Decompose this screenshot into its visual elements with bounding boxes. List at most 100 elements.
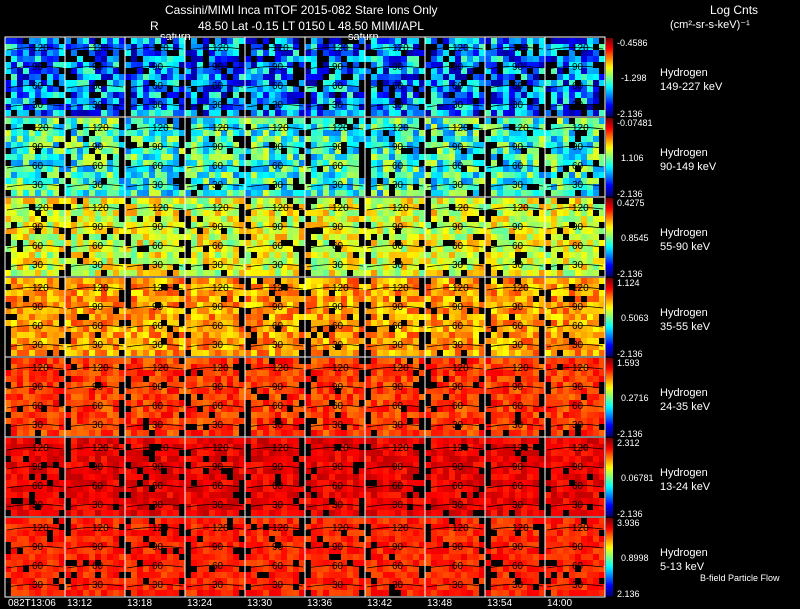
lat-contour bbox=[246, 404, 304, 409]
lat-contour bbox=[246, 366, 304, 371]
lat-contour bbox=[486, 526, 544, 531]
lat-label: 60 bbox=[512, 81, 524, 92]
lat-contour bbox=[546, 145, 604, 150]
lat-label: 30 bbox=[512, 420, 524, 431]
lat-contour bbox=[546, 465, 604, 470]
lat-contour bbox=[306, 583, 364, 588]
lat-contour bbox=[486, 385, 544, 390]
lat-contour bbox=[426, 164, 484, 169]
lat-label: 120 bbox=[332, 43, 349, 54]
lat-contour bbox=[546, 404, 604, 409]
lat-contour bbox=[186, 286, 244, 291]
species-label: Hydrogen bbox=[660, 227, 708, 239]
lat-label: 30 bbox=[272, 420, 284, 431]
lat-label: 90 bbox=[572, 142, 584, 153]
lat-contour bbox=[66, 503, 124, 508]
lat-contour bbox=[66, 263, 124, 268]
lat-contour bbox=[186, 366, 244, 371]
footer-note: B-field Particle Flow bbox=[700, 573, 780, 583]
lat-contour bbox=[246, 465, 304, 470]
lat-label: 90 bbox=[92, 222, 104, 233]
lat-contour bbox=[546, 526, 604, 531]
lat-label: 120 bbox=[92, 203, 109, 214]
lat-contour bbox=[126, 46, 184, 51]
lat-contour bbox=[306, 225, 364, 230]
lat-label: 120 bbox=[212, 123, 229, 134]
lat-contour bbox=[6, 263, 64, 268]
lat-contour bbox=[66, 46, 124, 51]
lat-label: 90 bbox=[392, 62, 404, 73]
lat-label: 120 bbox=[572, 363, 589, 374]
lat-label: 30 bbox=[392, 180, 404, 191]
lat-contour bbox=[546, 385, 604, 390]
lat-label: 90 bbox=[332, 142, 344, 153]
lat-label: 60 bbox=[572, 321, 584, 332]
lat-label: 30 bbox=[32, 260, 44, 271]
lat-label: 30 bbox=[92, 180, 104, 191]
panel-image bbox=[5, 278, 605, 356]
lat-contour bbox=[546, 183, 604, 188]
lat-contour bbox=[366, 484, 424, 489]
panel-1: 120 90 60 30 120 90 60 30 120 90 60 30 120 90 60 30 120 9… bbox=[4, 36, 723, 119]
lat-label: 90 bbox=[32, 142, 44, 153]
lat-contour bbox=[186, 343, 244, 348]
lat-contour bbox=[366, 183, 424, 188]
lat-contour bbox=[126, 564, 184, 569]
lat-contour bbox=[486, 343, 544, 348]
lat-contour bbox=[486, 206, 544, 211]
lat-contour bbox=[306, 206, 364, 211]
lat-contour bbox=[126, 484, 184, 489]
lat-label: 120 bbox=[392, 283, 409, 294]
lat-label: 90 bbox=[512, 222, 524, 233]
lat-contour bbox=[66, 404, 124, 409]
lat-contour bbox=[246, 183, 304, 188]
lat-contour bbox=[246, 164, 304, 169]
lat-contour bbox=[306, 564, 364, 569]
lat-label: 30 bbox=[512, 180, 524, 191]
lat-label: 30 bbox=[392, 580, 404, 591]
lat-contour bbox=[246, 103, 304, 108]
lat-contour bbox=[426, 65, 484, 70]
lat-contour bbox=[126, 183, 184, 188]
lat-contour bbox=[366, 324, 424, 329]
lat-label: 60 bbox=[92, 401, 104, 412]
lat-contour bbox=[426, 286, 484, 291]
lat-label: 120 bbox=[512, 363, 529, 374]
lat-contour bbox=[126, 503, 184, 508]
lat-label: 30 bbox=[32, 580, 44, 591]
lat-label: 30 bbox=[212, 180, 224, 191]
lat-contour bbox=[6, 126, 64, 131]
lat-label: 30 bbox=[512, 100, 524, 111]
colorbar bbox=[606, 198, 613, 277]
lat-label: 60 bbox=[32, 481, 44, 492]
colorbar-mid: 0.2716 bbox=[621, 393, 649, 403]
colorbar-mid: 0.8545 bbox=[621, 233, 649, 243]
lat-contour bbox=[546, 583, 604, 588]
lat-label: 90 bbox=[152, 62, 164, 73]
lat-contour bbox=[126, 206, 184, 211]
lat-contour bbox=[306, 145, 364, 150]
lat-label: 120 bbox=[332, 283, 349, 294]
lat-label: 30 bbox=[332, 260, 344, 271]
lat-label: 30 bbox=[92, 420, 104, 431]
lat-label: 60 bbox=[272, 561, 284, 572]
species-label: Hydrogen bbox=[660, 387, 708, 399]
lat-label: 90 bbox=[272, 462, 284, 473]
lat-label: 30 bbox=[332, 340, 344, 351]
lat-contour bbox=[186, 545, 244, 550]
lat-label: 90 bbox=[572, 542, 584, 553]
header-r-label: R bbox=[150, 19, 159, 33]
lat-label: 90 bbox=[452, 462, 464, 473]
lat-label: 30 bbox=[512, 260, 524, 271]
lat-label: 90 bbox=[272, 222, 284, 233]
lat-label: 60 bbox=[452, 481, 464, 492]
lat-label: 120 bbox=[452, 523, 469, 534]
lat-label: 30 bbox=[92, 100, 104, 111]
lat-label: 90 bbox=[152, 142, 164, 153]
lat-contour bbox=[66, 465, 124, 470]
lat-contour bbox=[426, 305, 484, 310]
lat-label: 60 bbox=[92, 561, 104, 572]
lat-contour bbox=[186, 164, 244, 169]
lat-label: 120 bbox=[572, 443, 589, 454]
lat-contour bbox=[66, 244, 124, 249]
